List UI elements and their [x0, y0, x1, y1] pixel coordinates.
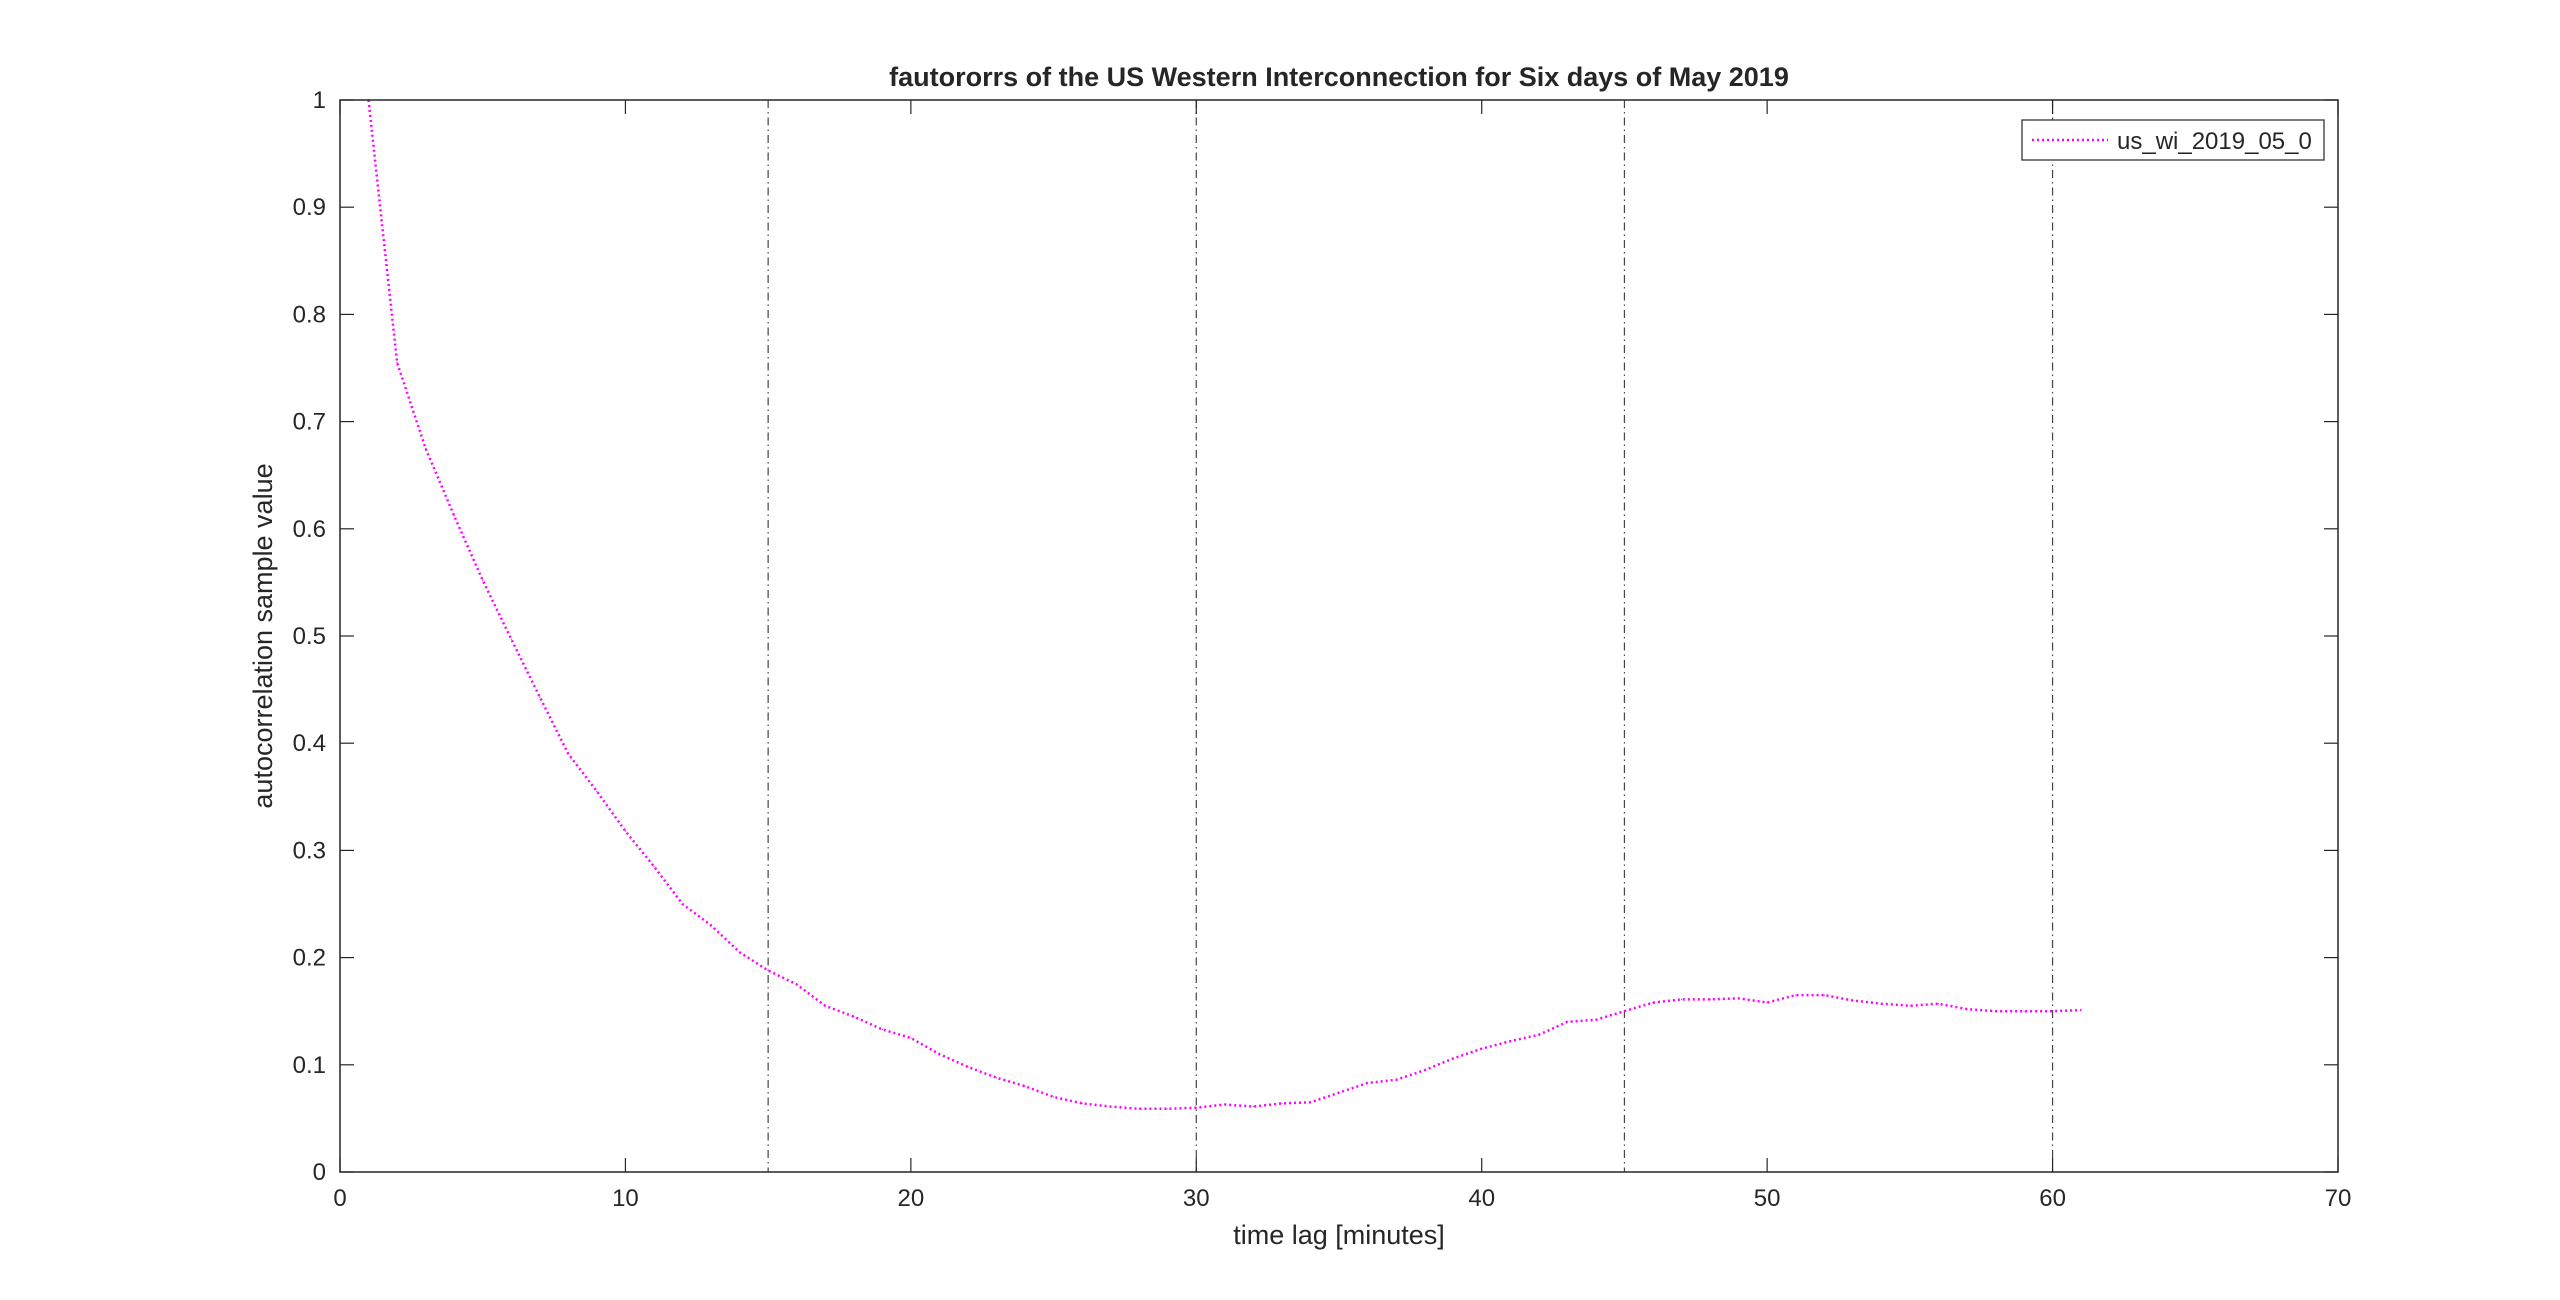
data-point	[2080, 1009, 2082, 1011]
data-point	[1909, 1005, 1911, 1007]
data-point	[710, 924, 712, 927]
chart-title: fautororrs of the US Western Interconnec…	[889, 62, 1789, 92]
x-tick-label: 60	[2039, 1185, 2066, 1212]
x-tick-label: 40	[1468, 1185, 1495, 1212]
data-point	[1281, 1102, 1283, 1104]
y-tick-label: 0	[313, 1159, 326, 1186]
data-point	[853, 1016, 855, 1018]
data-point	[482, 579, 484, 581]
data-point	[653, 865, 655, 868]
data-point	[1937, 1003, 1939, 1005]
x-axis-ticks: 0 10 20 30 40 50 60 70	[333, 100, 2351, 1212]
data-point	[1852, 999, 1854, 1002]
data-point	[1880, 1003, 1882, 1005]
data-point	[1709, 998, 1711, 1001]
data-point	[1309, 1101, 1312, 1103]
data-point	[1823, 994, 1825, 996]
data-point	[681, 903, 684, 905]
y-tick-label: 0.9	[293, 194, 326, 221]
data-point	[1595, 1019, 1597, 1021]
data-point	[1481, 1048, 1483, 1050]
data-point	[510, 638, 512, 640]
data-point	[1680, 998, 1683, 1001]
y-tick-label: 0.1	[293, 1052, 326, 1079]
data-point	[1566, 1021, 1568, 1023]
y-tick-label: 0.4	[293, 730, 326, 757]
data-point	[1053, 1096, 1055, 1098]
data-point	[1138, 1108, 1140, 1110]
data-point	[596, 790, 598, 793]
x-tick-label: 0	[333, 1185, 346, 1212]
data-point	[1652, 1002, 1654, 1004]
data-point	[2052, 1010, 2054, 1012]
y-axis-ticks: 0 0.1 0.2 0.3 0.4 0.5 0.6 0.7 0.8 0.9 1	[293, 87, 2338, 1186]
y-tick-label: 0.6	[293, 516, 326, 543]
data-point	[995, 1077, 998, 1079]
x-tick-label: 20	[898, 1185, 925, 1212]
data-point	[1167, 1108, 1169, 1110]
x-tick-label: 70	[2325, 1185, 2352, 1212]
data-point	[1081, 1102, 1083, 1104]
data-point	[938, 1053, 941, 1055]
data-point	[1795, 994, 1797, 996]
x-axis-label: time lag [minutes]	[1233, 1220, 1445, 1250]
data-point	[1994, 1010, 1997, 1012]
data-point	[567, 753, 569, 755]
data-point	[1452, 1057, 1454, 1059]
data-point	[1738, 997, 1740, 999]
data-point	[739, 951, 741, 953]
data-point	[1623, 1010, 1625, 1012]
y-axis-label: autocorrelation sample value	[248, 463, 278, 808]
data-point	[396, 362, 398, 364]
data-point	[1195, 1107, 1197, 1109]
y-tick-label: 0.7	[293, 409, 326, 436]
y-tick-label: 0.5	[293, 623, 326, 650]
data-point	[453, 515, 455, 517]
data-point	[1538, 1034, 1540, 1036]
data-point	[967, 1066, 969, 1068]
data-point	[1395, 1079, 1397, 1081]
data-point	[1110, 1106, 1112, 1108]
data-point	[1366, 1082, 1369, 1084]
data-point	[796, 983, 798, 986]
y-tick-label: 0.3	[293, 837, 326, 864]
x-tick-label: 50	[1754, 1185, 1781, 1212]
data-point	[624, 830, 627, 832]
series-lines	[367, 99, 2082, 1111]
data-point	[1338, 1092, 1340, 1094]
y-tick-label: 0.2	[293, 945, 326, 972]
data-point	[881, 1028, 883, 1030]
reference-lines	[767, 100, 2054, 1172]
x-tick-label: 10	[612, 1185, 639, 1212]
data-point	[1224, 1103, 1226, 1106]
data-point	[824, 1005, 826, 1007]
data-point	[539, 696, 541, 698]
data-point	[1509, 1040, 1511, 1042]
data-point	[1966, 1008, 1968, 1010]
y-tick-label: 1	[313, 87, 326, 114]
data-point	[1424, 1069, 1426, 1071]
data-point	[767, 969, 769, 972]
data-point	[425, 447, 427, 449]
data-point	[1252, 1106, 1254, 1108]
data-point	[910, 1037, 912, 1039]
data-point	[1024, 1085, 1026, 1087]
data-point	[1766, 1002, 1768, 1004]
legend: us_wi_2019_05_0	[2021, 119, 2325, 161]
data-point	[2023, 1010, 2025, 1012]
x-tick-label: 30	[1183, 1185, 1210, 1212]
y-tick-label: 0.8	[293, 301, 326, 328]
legend-label: us_wi_2019_05_0	[2117, 128, 2312, 155]
plot-area	[340, 100, 2338, 1172]
